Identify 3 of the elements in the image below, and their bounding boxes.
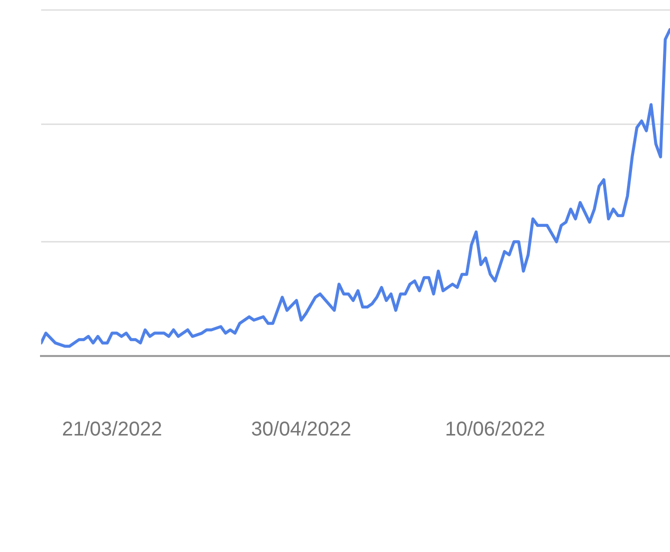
x-tick-label: 21/03/2022 — [62, 418, 162, 441]
x-tick-label: 10/06/2022 — [444, 418, 546, 441]
x-tick-label: 30/04/2022 — [251, 418, 352, 441]
